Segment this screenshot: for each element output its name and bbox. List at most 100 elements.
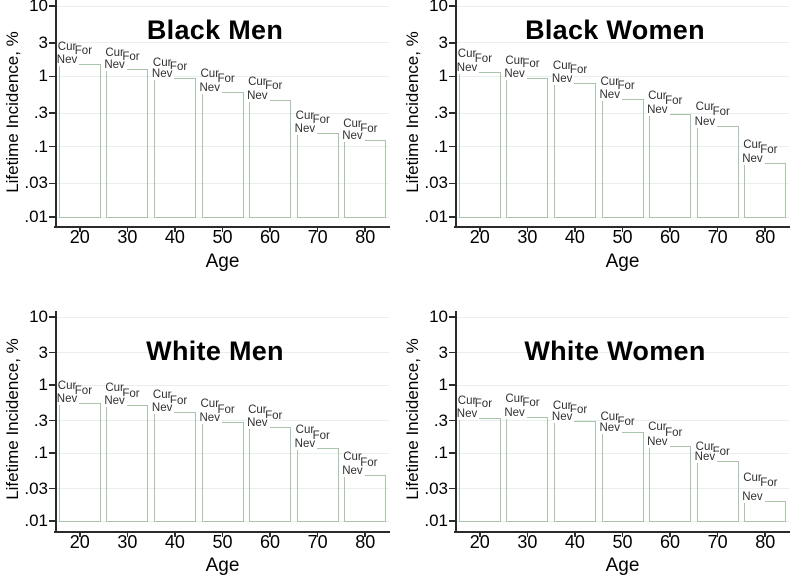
y-tick-mark — [49, 351, 55, 354]
y-tick-label: 10 — [429, 0, 448, 15]
x-tick-mark — [669, 531, 671, 537]
y-gridline — [56, 182, 389, 184]
y-tick-mark — [49, 487, 55, 490]
bar — [649, 445, 692, 522]
x-axis-title: Age — [205, 555, 240, 576]
y-tick-label: .03 — [24, 173, 48, 193]
y-tick-mark — [449, 520, 455, 522]
bar — [696, 461, 739, 522]
y-gridline — [456, 112, 789, 114]
bar — [458, 417, 501, 522]
y-tick-label: .01 — [424, 207, 448, 226]
y-tick-label: 3 — [438, 32, 448, 52]
bar-label-nev: Nev — [56, 53, 80, 66]
bar — [506, 416, 549, 522]
bar — [553, 421, 596, 522]
y-gridline — [56, 384, 389, 386]
y-tick-label: .3 — [33, 410, 48, 430]
y-tick-label: 10 — [429, 307, 448, 326]
y-gridline — [456, 146, 789, 148]
bar-label-cur: Cur — [295, 424, 315, 437]
bar-label-nev: Nev — [342, 464, 365, 477]
y-gridline — [56, 488, 389, 490]
bar-label-nev: Nev — [599, 421, 622, 434]
x-tick-mark — [126, 226, 129, 232]
x-tick-mark — [364, 531, 366, 537]
x-tick-label: 30 — [117, 532, 138, 552]
bar-label-nev: Nev — [694, 116, 718, 129]
bar-label-for: For — [522, 397, 540, 410]
x-tick-label: 70 — [307, 532, 328, 552]
y-axis-title: Lifetime Incidence, % — [403, 338, 422, 500]
bar-label-nev: Nev — [151, 67, 175, 80]
bar-label-cur: Cur — [57, 41, 77, 54]
y-tick-mark — [49, 316, 55, 318]
bar-label-nev: Nev — [742, 153, 765, 166]
bar — [249, 427, 292, 522]
bar-label-for: For — [122, 50, 140, 63]
x-tick-mark — [174, 531, 176, 537]
bar-label-cur: Cur — [295, 110, 315, 123]
y-tick-mark — [449, 316, 455, 318]
x-tick-label: 20 — [69, 532, 90, 552]
x-tick-label: 50 — [612, 227, 633, 247]
bar — [744, 163, 787, 218]
bar-label-cur: Cur — [248, 76, 267, 89]
y-axis-line — [55, 311, 57, 531]
y-tick-mark — [449, 42, 455, 44]
x-tick-label: 70 — [307, 227, 328, 247]
y-tick-label: .3 — [433, 103, 448, 123]
y-gridline — [456, 316, 789, 318]
y-tick-mark — [449, 182, 455, 185]
y-tick-mark — [49, 419, 55, 422]
y-gridline — [56, 452, 389, 454]
bar-label-nev: Nev — [151, 402, 175, 415]
x-tick-label: 40 — [564, 532, 585, 552]
y-tick-label: .01 — [24, 207, 48, 226]
y-axis-line — [455, 0, 457, 226]
bar-label-nev: Nev — [647, 104, 670, 117]
x-tick-label: 80 — [755, 227, 776, 247]
x-tick-mark — [79, 226, 81, 232]
y-gridline — [456, 182, 789, 184]
bar-label-cur: Cur — [200, 398, 220, 411]
bar — [344, 474, 387, 522]
y-tick-mark — [49, 145, 55, 148]
x-tick-label: 40 — [164, 532, 185, 552]
bar-label-for: For — [122, 387, 140, 400]
bar-label-for: For — [712, 106, 730, 119]
y-tick-label: .01 — [424, 511, 448, 530]
bar-label-cur: Cur — [248, 403, 267, 416]
y-tick-mark — [49, 216, 55, 218]
bar-label-cur: Cur — [105, 46, 124, 59]
x-tick-label: 80 — [355, 227, 376, 247]
bar-label-nev: Nev — [294, 437, 318, 450]
panel-title: Black Women — [525, 15, 705, 45]
bar-label-for: For — [74, 45, 93, 58]
bar — [153, 412, 196, 522]
x-tick-mark — [526, 531, 529, 537]
bar-label-cur: Cur — [552, 399, 572, 412]
y-tick-mark — [449, 351, 455, 354]
bar-label-nev: Nev — [199, 411, 222, 424]
panel-title: Black Men — [146, 15, 284, 45]
bar-label-nev: Nev — [599, 89, 622, 102]
bar-label-for: For — [265, 409, 283, 422]
bar-label-nev: Nev — [294, 123, 318, 136]
bar — [696, 126, 739, 218]
y-gridline — [456, 42, 789, 44]
bar-label-for: For — [265, 80, 283, 93]
bar-label-cur: Cur — [695, 101, 715, 114]
bar-label-for: For — [74, 385, 93, 398]
bar — [106, 69, 149, 218]
x-tick-mark — [269, 226, 271, 232]
bar — [458, 71, 501, 218]
y-tick-mark — [449, 452, 455, 454]
x-tick-label: 20 — [469, 227, 490, 247]
bar-label-for: For — [169, 60, 188, 73]
y-tick-label: .1 — [33, 136, 48, 156]
x-tick-mark — [716, 531, 719, 537]
y-tick-label: 10 — [29, 0, 48, 15]
y-tick-label: .1 — [433, 443, 448, 462]
